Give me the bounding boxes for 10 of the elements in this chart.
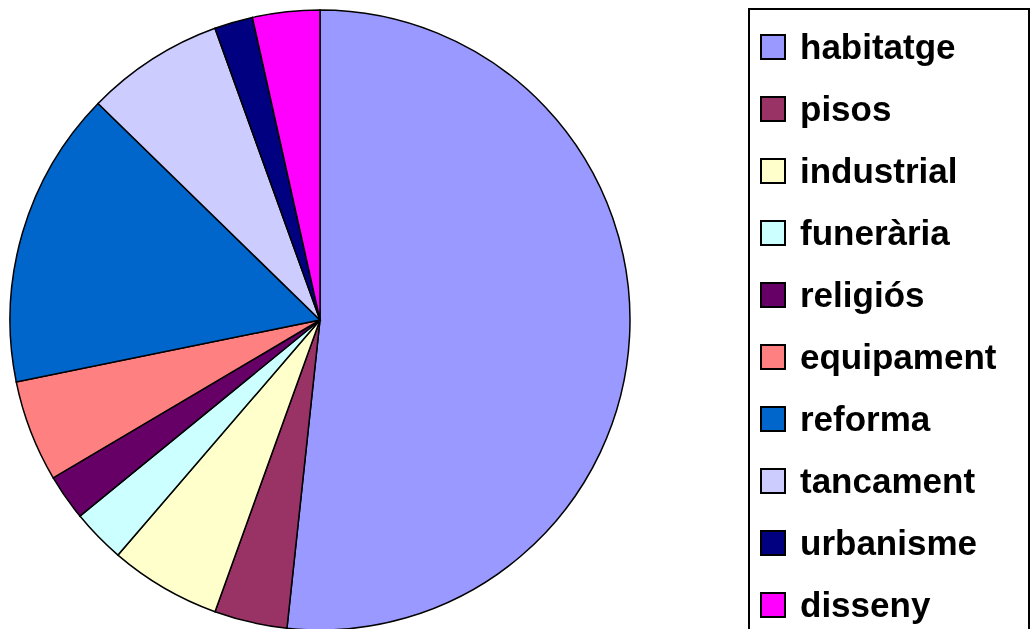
legend-label: pisos <box>800 89 892 129</box>
legend-label: habitatge <box>800 27 956 67</box>
legend-label: funerària <box>800 213 950 253</box>
legend-label: religiós <box>800 275 925 315</box>
legend-label: reforma <box>800 399 931 439</box>
legend-label: tancament <box>800 461 976 501</box>
legend-label: equipament <box>800 337 997 377</box>
legend-label: disseny <box>800 585 931 625</box>
legend-label: industrial <box>800 151 958 191</box>
legend-label: urbanisme <box>800 523 977 563</box>
